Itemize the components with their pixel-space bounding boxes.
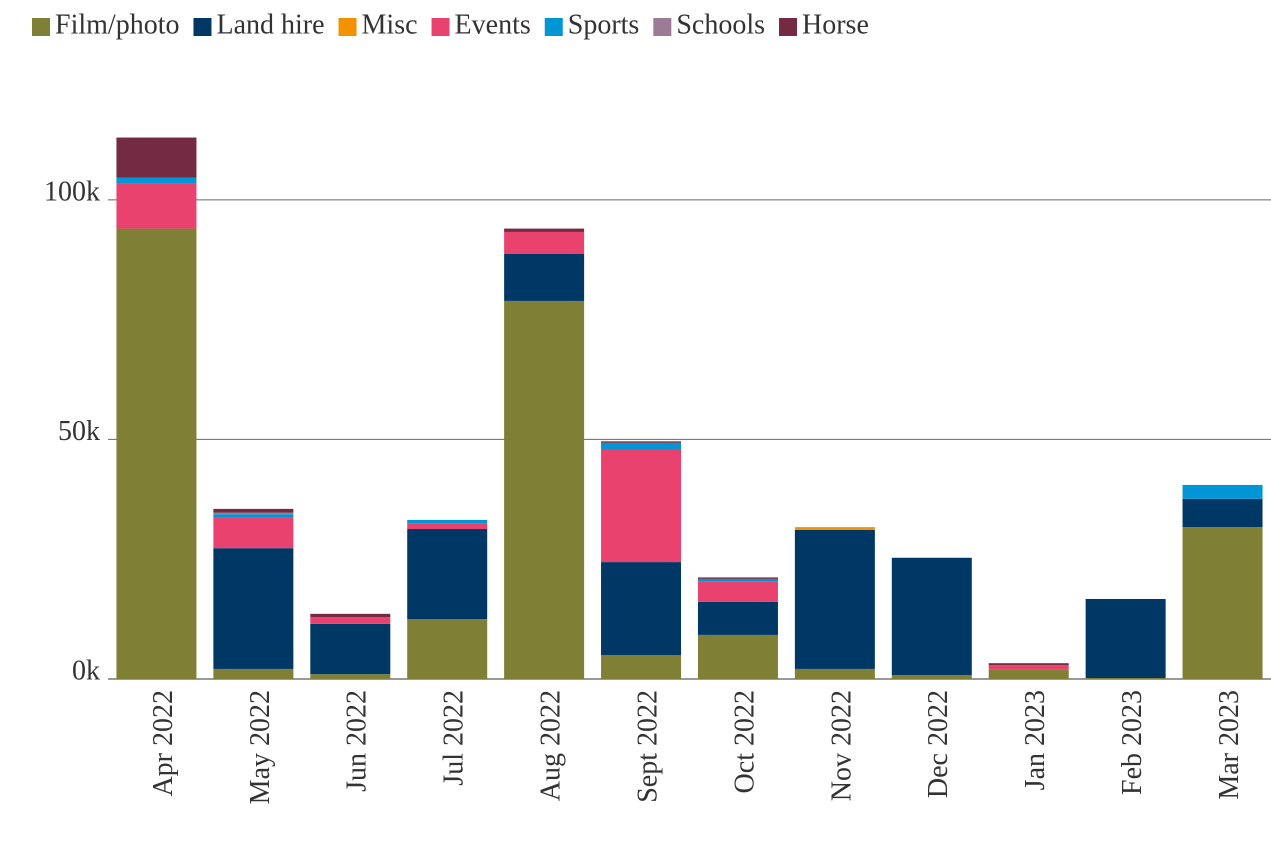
bar-segment [794,527,875,530]
bar-segment [310,674,391,679]
bar-segment [213,668,294,679]
bar-segment [988,665,1069,670]
bar-segment [310,617,391,624]
x-tick-label: Jun 2022 [342,690,373,792]
legend-swatch [32,18,50,36]
legend-label: Horse [802,9,869,40]
bar-segment [891,675,972,679]
bar-segment [116,177,197,184]
legend-swatch [431,18,450,36]
bar-segment [988,669,1069,679]
bar-segment [794,529,875,669]
bar-segment [601,442,682,450]
legend-label: Events [455,9,531,40]
bar-segment [891,557,972,676]
bar-segment [601,562,682,656]
bar-segment [601,441,682,443]
bar-segment [504,231,585,254]
bar-segment [213,512,294,515]
bar-segment [407,519,488,524]
legend-swatch [193,18,212,36]
x-tick-label: Sept 2022 [632,690,663,803]
x-tick-label: Dec 2022 [923,690,954,798]
bar-segment [213,517,294,549]
bar-segment [1182,498,1263,528]
bar-segment [407,529,488,620]
bar-segment [407,523,488,530]
bar-segment [697,581,778,602]
legend-label: Sports [568,9,640,40]
bar-segment [1085,678,1166,679]
bar-segment [697,577,778,579]
y-tick-label: 50k [58,416,100,447]
bar-segment [116,228,197,680]
x-tick-label: Nov 2022 [826,690,857,801]
bar-segment [310,623,391,675]
x-tick-label: Feb 2023 [1117,690,1148,795]
bar-segment [601,655,682,679]
bar-segment [213,548,294,669]
x-tick-label: Apr 2022 [148,690,179,797]
legend-label: Film/photo [55,9,179,40]
bar-segment [697,578,778,582]
bar-segment [601,449,682,563]
bar-segment [504,300,585,679]
legend-swatch [338,18,357,36]
bar-segment [213,508,294,513]
bar-segment [988,663,1069,666]
x-tick-label: Oct 2022 [729,690,760,793]
bar-segment [1085,598,1166,679]
bar-segment [407,619,488,679]
x-tick-label: Mar 2023 [1214,690,1245,800]
legend-label: Schools [676,9,765,40]
y-tick-label: 100k [44,176,100,207]
x-tick-label: Jan 2023 [1020,690,1051,790]
x-tick-label: May 2022 [245,690,276,804]
x-tick-label: Jul 2022 [439,690,470,786]
bar-segment [116,137,197,178]
bar-segment [310,613,391,618]
bar-segment [504,228,585,232]
x-tick-label: Aug 2022 [536,690,567,801]
bar-segment [1182,527,1263,679]
legend-swatch [779,18,798,36]
bar-segment [213,514,294,518]
bar-segment [697,634,778,679]
bar-segment [116,183,197,229]
legend-label: Misc [362,9,418,40]
bar-segment [794,668,875,679]
bar-segment [504,253,585,301]
legend-label: Land hire [216,9,324,40]
y-tick-label: 0k [72,655,100,686]
bar-segment [1182,484,1263,499]
legend-swatch [544,18,563,36]
legend-swatch [653,18,672,36]
bar-segment [697,601,778,635]
